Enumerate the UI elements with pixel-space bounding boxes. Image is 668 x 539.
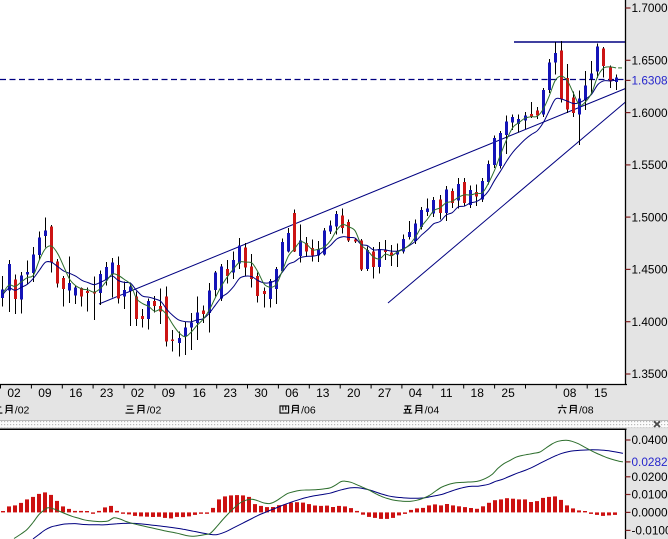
svg-text:16: 16 [193, 386, 207, 400]
svg-text:/04: /04 [425, 405, 440, 417]
svg-text:20: 20 [347, 386, 361, 400]
svg-text:1.4500: 1.4500 [632, 263, 668, 277]
svg-text:1.7000: 1.7000 [632, 1, 668, 15]
svg-text:16: 16 [69, 386, 83, 400]
svg-text:08: 08 [563, 386, 577, 400]
svg-text:0.0200: 0.0200 [632, 470, 668, 484]
svg-text:0.0282: 0.0282 [632, 455, 668, 469]
svg-text:1.4000: 1.4000 [632, 315, 668, 329]
svg-text:/02: /02 [147, 405, 162, 417]
svg-text:09: 09 [38, 386, 52, 400]
svg-text:1.3500: 1.3500 [632, 367, 668, 381]
svg-text:23: 23 [100, 386, 114, 400]
svg-text:1.5500: 1.5500 [632, 158, 668, 172]
svg-text:0.0000: 0.0000 [632, 506, 668, 520]
svg-text:/06: /06 [301, 405, 316, 417]
svg-text:09: 09 [162, 386, 176, 400]
svg-text:02: 02 [7, 386, 21, 400]
svg-text:04: 04 [409, 386, 423, 400]
svg-text:25: 25 [501, 386, 515, 400]
svg-text:15: 15 [594, 386, 608, 400]
svg-text:23: 23 [224, 386, 238, 400]
svg-text:-0.0100: -0.0100 [632, 524, 668, 538]
svg-text:11: 11 [440, 386, 453, 400]
svg-text:30: 30 [254, 386, 268, 400]
svg-text:1.5000: 1.5000 [632, 210, 668, 224]
svg-text:0.0400: 0.0400 [632, 433, 668, 447]
svg-text:0.0100: 0.0100 [632, 488, 668, 502]
svg-text:1.6308: 1.6308 [632, 74, 668, 88]
svg-text:/02: /02 [15, 405, 30, 417]
svg-text:06: 06 [285, 386, 299, 400]
svg-text:02: 02 [131, 386, 145, 400]
svg-text:/08: /08 [579, 405, 594, 417]
svg-text:1.6000: 1.6000 [632, 106, 668, 120]
svg-text:27: 27 [378, 386, 392, 400]
svg-text:13: 13 [316, 386, 330, 400]
svg-text:1.6500: 1.6500 [632, 54, 668, 68]
svg-text:18: 18 [471, 386, 485, 400]
